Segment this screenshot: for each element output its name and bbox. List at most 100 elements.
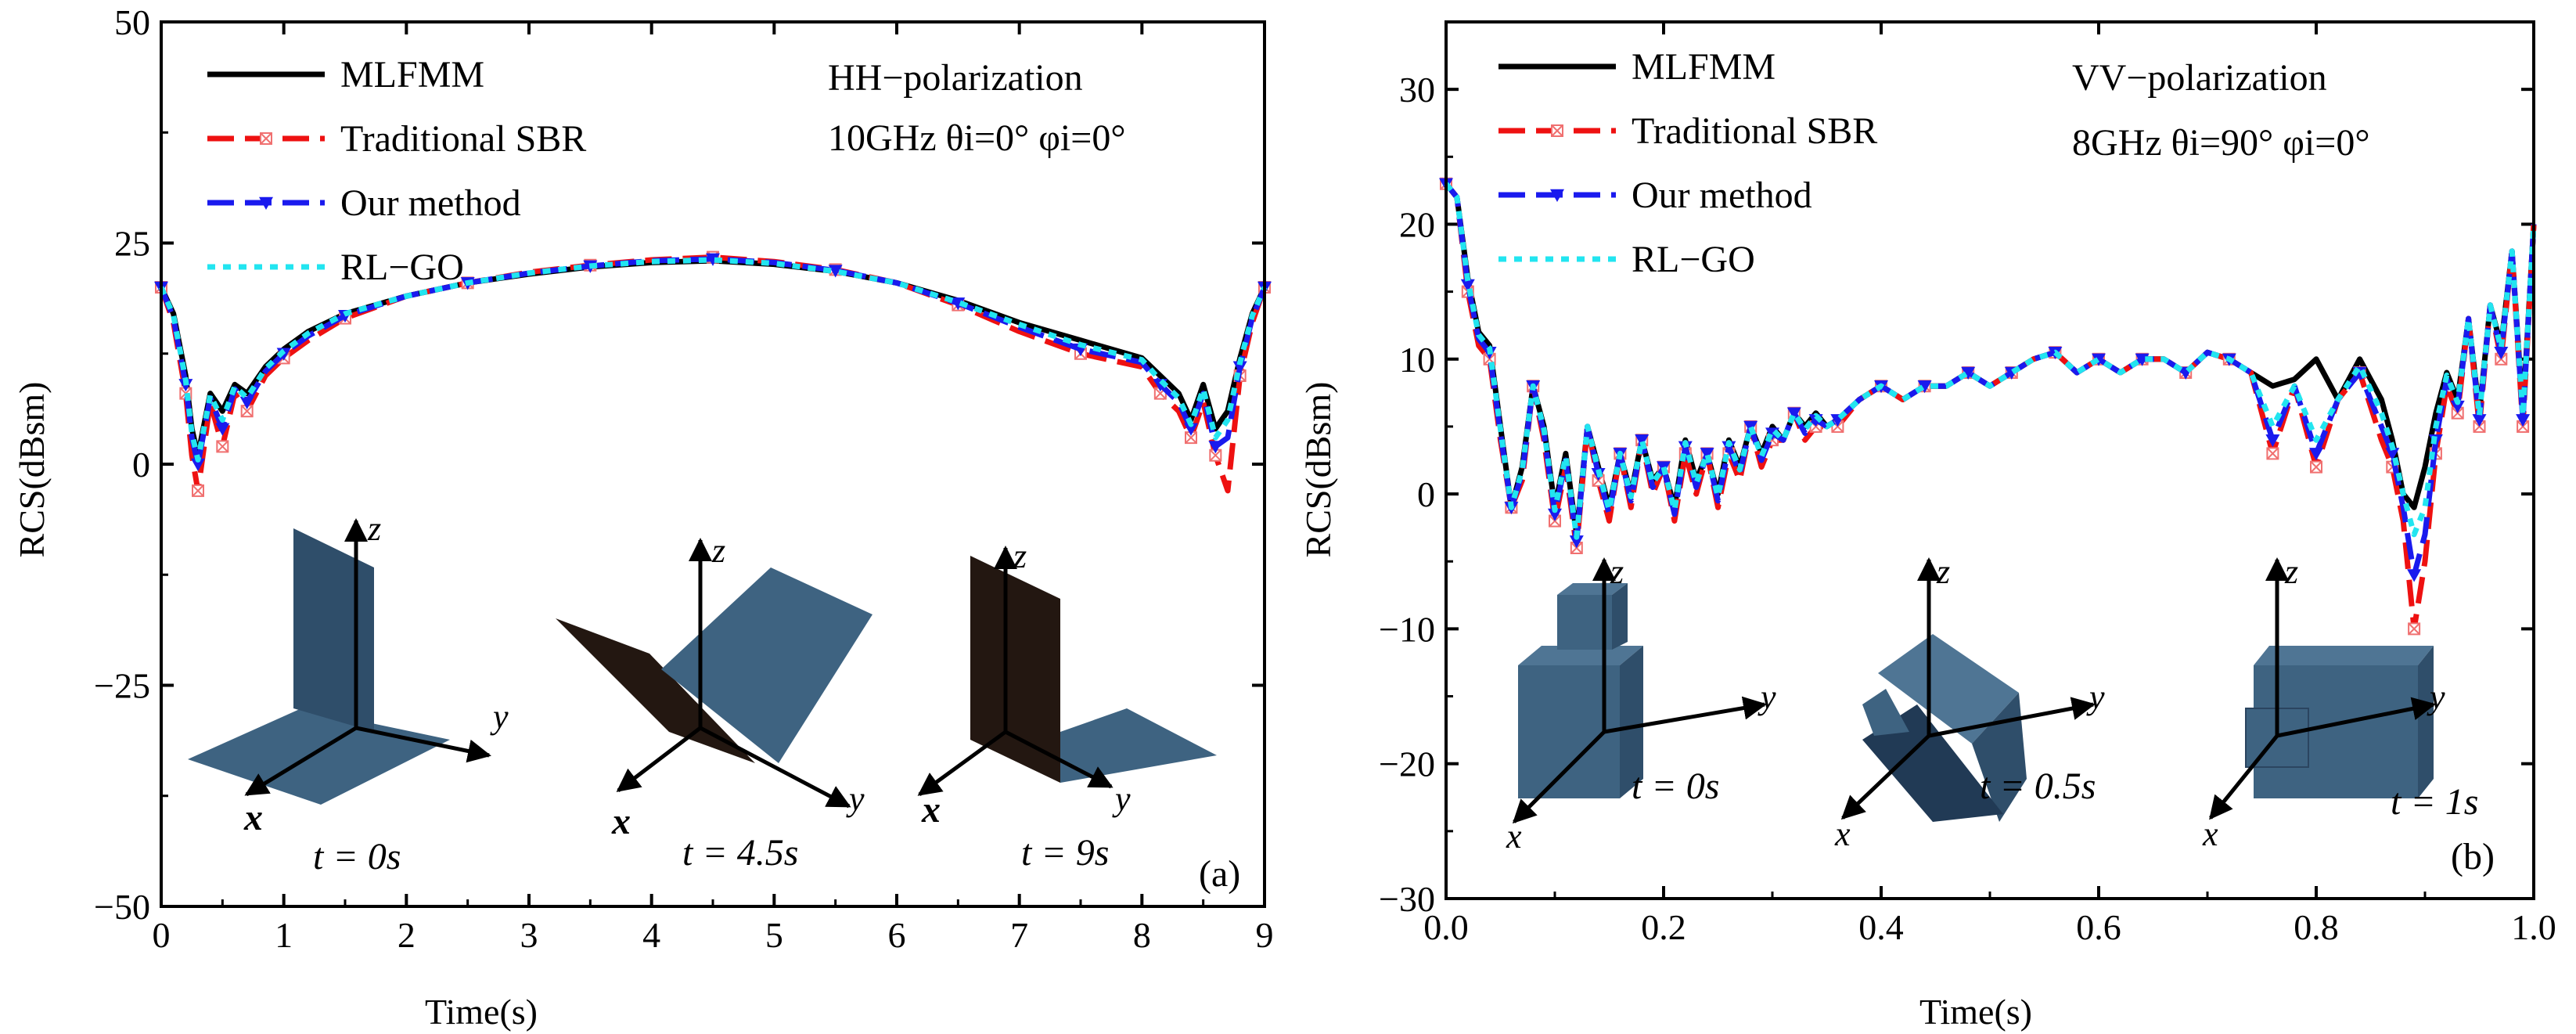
data-point xyxy=(2266,447,2279,460)
series-line xyxy=(1444,182,2537,538)
data-point xyxy=(1185,431,1197,445)
annotation-line-2: 8GHz θi=90° φi=0° xyxy=(2072,122,2370,164)
data-point xyxy=(2472,414,2487,427)
x-tick-labels: 0 1 2 3 4 5 6 7 8 9 xyxy=(153,915,1274,955)
data-series xyxy=(154,250,1272,497)
annotation-line-1: HH−polarization xyxy=(828,57,1083,99)
data-point xyxy=(1700,448,1714,461)
svg-text:x: x xyxy=(2202,815,2218,853)
data-point xyxy=(1569,535,1584,549)
data-series xyxy=(1439,177,2537,636)
y-axis-label: RCS(dBsm) xyxy=(1298,382,1338,558)
svg-text:y: y xyxy=(2427,678,2445,716)
legend-label: Traditional SBR xyxy=(1632,110,1877,152)
data-point xyxy=(192,484,204,497)
svg-text:y: y xyxy=(490,697,509,736)
legend-label: Traditional SBR xyxy=(340,118,586,160)
data-point xyxy=(2407,569,2422,582)
svg-text:x: x xyxy=(921,789,941,830)
data-point xyxy=(2310,460,2322,474)
panel-a: RCS(dBsm) Time(s) 0 1 2 3 4 5 6 7 8 9 −50 −25 0 25 50… xyxy=(12,2,1274,1032)
legend: MLFMM Traditional SBR Our method RL−GO xyxy=(207,54,586,288)
inset-caption-2: t = 4.5s xyxy=(682,832,798,874)
legend-label: RL−GO xyxy=(1632,239,1755,280)
inset-caption-2: t = 0.5s xyxy=(1980,766,2096,807)
data-point xyxy=(1635,434,1650,448)
svg-text:x: x xyxy=(611,801,631,842)
x-tick-label: 0.6 xyxy=(2076,907,2121,947)
y-tick-label: −20 xyxy=(1379,744,1435,784)
svg-text:z: z xyxy=(1610,553,1624,591)
legend-label: Our method xyxy=(340,182,521,224)
x-tick-label: 3 xyxy=(520,915,538,955)
legend-label: MLFMM xyxy=(340,54,484,95)
data-point xyxy=(2494,346,2509,360)
legend-label: Our method xyxy=(1632,175,1812,216)
y-tick-label: 0 xyxy=(132,445,150,485)
legend-entry: RL−GO xyxy=(1498,239,1755,280)
legend-entry: Our method xyxy=(1498,175,1812,216)
y-tick-label: −50 xyxy=(94,887,150,927)
data-point xyxy=(1548,508,1562,521)
x-tick-label: 8 xyxy=(1133,915,1151,955)
data-point xyxy=(215,423,230,436)
data-point xyxy=(2385,448,2400,461)
x-tick-label: 4 xyxy=(642,915,660,955)
data-point xyxy=(2408,622,2421,636)
plot-frame xyxy=(1445,20,2535,900)
legend-entry: Traditional SBR xyxy=(1498,110,1877,152)
legend-entry: RL−GO xyxy=(207,247,464,288)
x-tick-label: 0.8 xyxy=(2294,907,2339,947)
series-rl-go xyxy=(1444,182,2537,540)
x-tick-label: 6 xyxy=(888,915,906,955)
y-tick-labels: −30 −20 −10 0 10 20 30 xyxy=(1379,70,1435,919)
svg-text:y: y xyxy=(1112,780,1131,818)
annotation-line-1: VV−polarization xyxy=(2072,57,2327,99)
svg-text:z: z xyxy=(711,531,725,570)
data-point xyxy=(2516,414,2531,427)
data-point xyxy=(240,405,254,418)
svg-text:x: x xyxy=(1506,817,1522,856)
inset-caption-3: t = 1s xyxy=(2391,781,2478,823)
series-line xyxy=(158,256,1268,467)
series-traditional-sbr xyxy=(155,250,1271,497)
data-point xyxy=(706,253,720,266)
y-tick-label: 50 xyxy=(114,2,150,42)
svg-text:z: z xyxy=(2284,553,2298,591)
x-tick-label: 2 xyxy=(398,915,416,955)
legend: MLFMM Traditional SBR Our method RL−GO xyxy=(1498,46,1877,280)
data-point xyxy=(1460,279,1475,292)
x-axis-label: Time(s) xyxy=(1919,992,2032,1032)
data-point xyxy=(1917,380,1932,394)
data-point xyxy=(1184,423,1198,436)
x-tick-labels: 0.0 0.2 0.4 0.6 0.8 1.0 xyxy=(1423,907,2556,947)
x-tick-label: 1.0 xyxy=(2511,907,2556,947)
plot-frame xyxy=(160,20,1266,908)
y-axis-label: RCS(dBsm) xyxy=(12,382,52,558)
y-tick-label: 10 xyxy=(1399,340,1435,380)
legend-marker xyxy=(1550,189,1564,202)
svg-text:x: x xyxy=(243,797,263,838)
svg-text:y: y xyxy=(846,780,865,818)
annotation-line-2: 10GHz θi=0° φi=0° xyxy=(828,117,1126,159)
inset-geometry: z y x z y x z y x xyxy=(188,510,1217,842)
y-tick-label: 30 xyxy=(1399,70,1435,110)
series-our-method xyxy=(154,253,1272,471)
y-tick-label: −10 xyxy=(1379,609,1435,649)
panel-b: RCS(dBsm) Time(s) 0.0 0.2 0.4 0.6 0.8 1.0 −30… xyxy=(1298,20,2556,1032)
x-axis-label: Time(s) xyxy=(425,992,538,1032)
x-tick-label: 0.4 xyxy=(1858,907,1904,947)
data-point xyxy=(2265,434,2280,448)
x-tick-label: 1 xyxy=(275,915,293,955)
y-tick-label: 25 xyxy=(114,224,150,264)
y-tick-label: 20 xyxy=(1399,204,1435,244)
svg-text:z: z xyxy=(1936,553,1950,591)
legend-marker xyxy=(260,132,272,145)
svg-text:y: y xyxy=(2086,678,2105,716)
legend-entry: Our method xyxy=(207,182,521,224)
data-point xyxy=(1208,441,1223,454)
y-tick-labels: −50 −25 0 25 50 xyxy=(94,2,150,927)
inset-caption-1: t = 0s xyxy=(1632,766,1719,807)
legend-label: MLFMM xyxy=(1632,46,1775,88)
data-point xyxy=(191,458,205,471)
